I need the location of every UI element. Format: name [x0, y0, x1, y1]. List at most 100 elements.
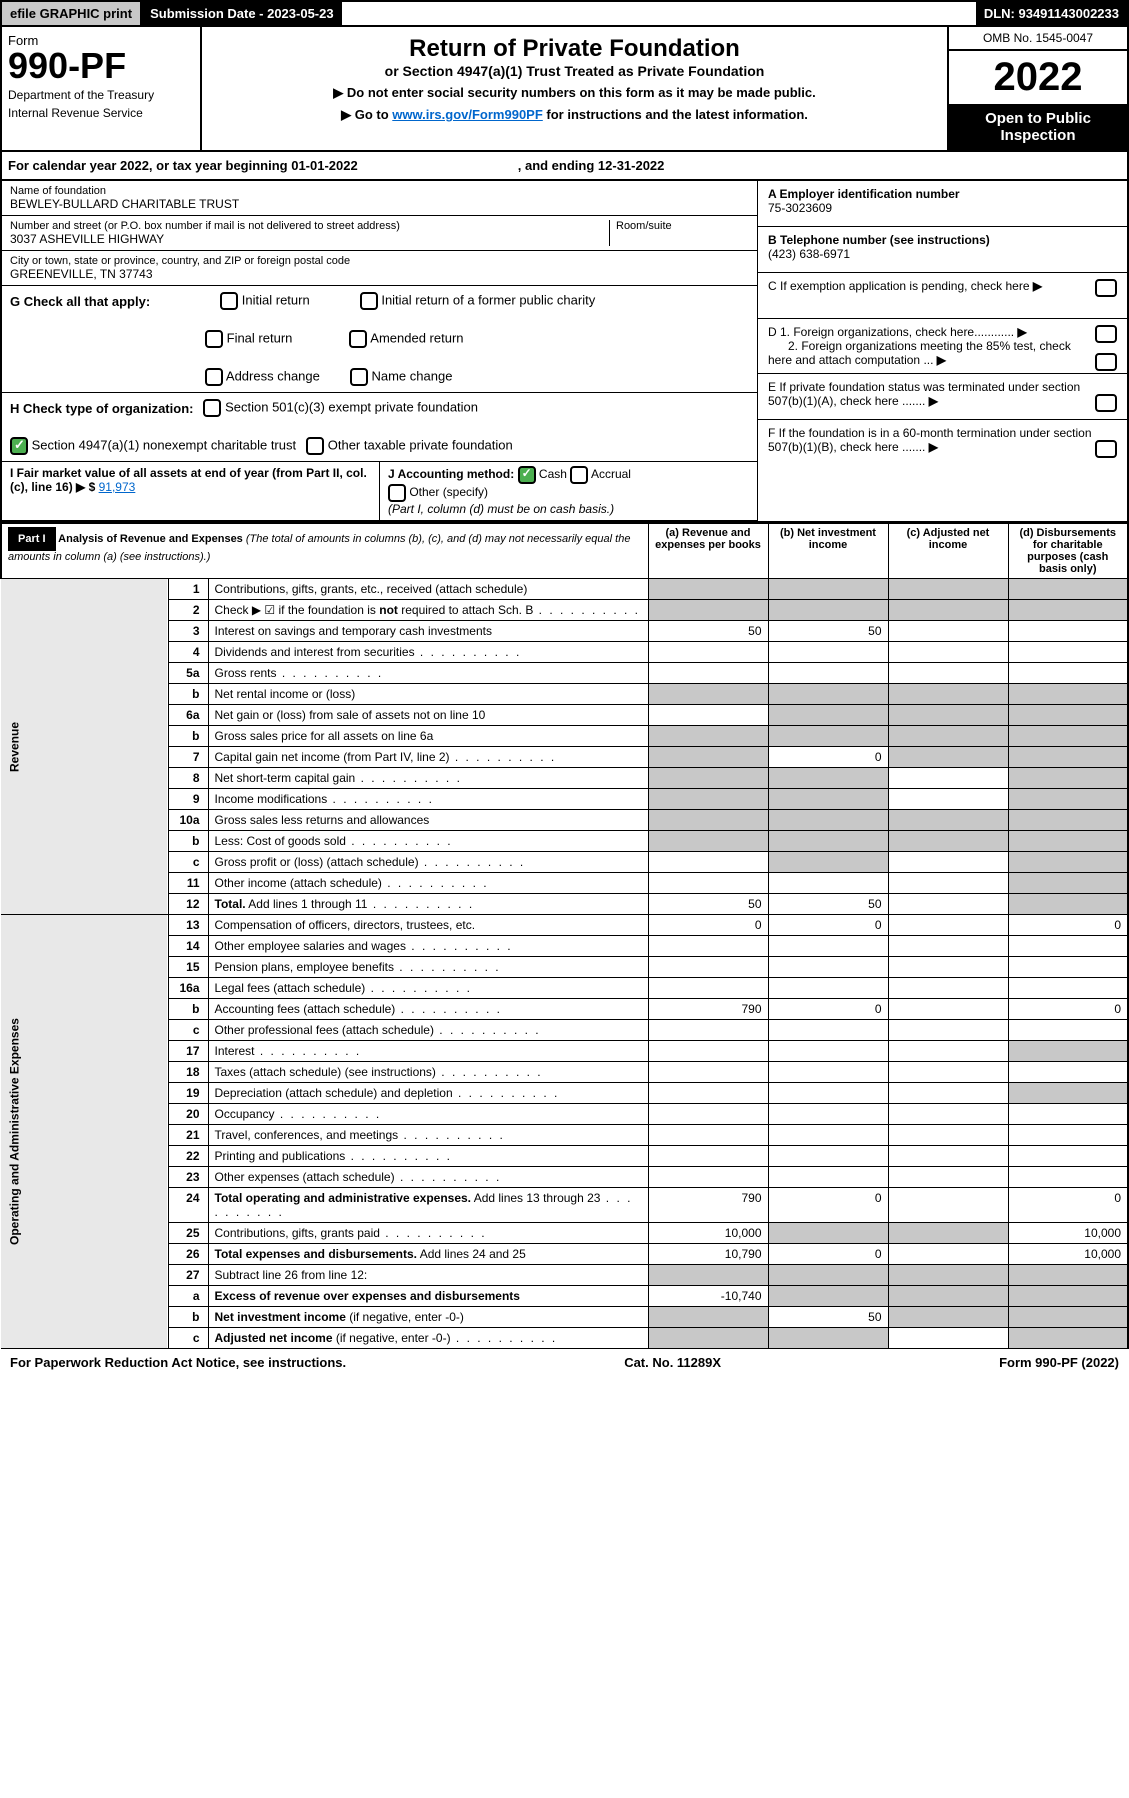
- row-num: 19: [168, 1083, 208, 1104]
- opt-final: Final return: [227, 330, 293, 345]
- row-num: 13: [168, 915, 208, 936]
- table-row: 5aGross rents: [1, 663, 1128, 684]
- table-row: 12Total. Add lines 1 through 115050: [1, 894, 1128, 915]
- chk-cash[interactable]: [518, 466, 536, 484]
- row-desc: Interest: [208, 1041, 648, 1062]
- cell-d: [1008, 747, 1128, 768]
- chk-other-taxable[interactable]: [306, 437, 324, 455]
- chk-foreign-org[interactable]: [1095, 325, 1117, 343]
- chk-terminated[interactable]: [1095, 394, 1117, 412]
- cell-c: [888, 1188, 1008, 1223]
- ein-value: 75-3023609: [768, 201, 1117, 215]
- efile-print-button[interactable]: efile GRAPHIC print: [2, 2, 142, 25]
- row-desc: Printing and publications: [208, 1146, 648, 1167]
- table-row: 3Interest on savings and temporary cash …: [1, 621, 1128, 642]
- cell-a: [648, 1146, 768, 1167]
- chk-60month[interactable]: [1095, 440, 1117, 458]
- name-label: Name of foundation: [10, 185, 749, 197]
- row-desc: Other employee salaries and wages: [208, 936, 648, 957]
- row-desc: Less: Cost of goods sold: [208, 831, 648, 852]
- table-row: 21Travel, conferences, and meetings: [1, 1125, 1128, 1146]
- cell-b: [768, 936, 888, 957]
- cell-c: [888, 831, 1008, 852]
- row-num: 5a: [168, 663, 208, 684]
- cell-b: [768, 600, 888, 621]
- row-num: b: [168, 684, 208, 705]
- col-c-header: (c) Adjusted net income: [888, 524, 1008, 579]
- cell-c: [888, 810, 1008, 831]
- j-label: J Accounting method:: [388, 467, 514, 481]
- cell-b: [768, 1167, 888, 1188]
- table-row: 19Depreciation (attach schedule) and dep…: [1, 1083, 1128, 1104]
- cell-a: 0: [648, 915, 768, 936]
- cell-a: [648, 789, 768, 810]
- cell-c: [888, 1244, 1008, 1265]
- chk-name-change[interactable]: [350, 368, 368, 386]
- chk-address-change[interactable]: [205, 368, 223, 386]
- table-row: 2Check ▶ ☑ if the foundation is not requ…: [1, 600, 1128, 621]
- table-row: bNet investment income (if negative, ent…: [1, 1307, 1128, 1328]
- cell-d: [1008, 663, 1128, 684]
- chk-85pct[interactable]: [1095, 353, 1117, 371]
- cell-c: [888, 852, 1008, 873]
- row-desc: Total expenses and disbursements. Add li…: [208, 1244, 648, 1265]
- cell-b: [768, 1223, 888, 1244]
- chk-other-method[interactable]: [388, 484, 406, 502]
- chk-exemption-pending[interactable]: [1095, 279, 1117, 297]
- cell-d: [1008, 1062, 1128, 1083]
- chk-501c3[interactable]: [203, 399, 221, 417]
- cell-a: [648, 768, 768, 789]
- cell-b: [768, 1041, 888, 1062]
- row-num: b: [168, 1307, 208, 1328]
- opt-501c3: Section 501(c)(3) exempt private foundat…: [225, 399, 478, 414]
- row-desc: Other expenses (attach schedule): [208, 1167, 648, 1188]
- chk-initial-former[interactable]: [360, 292, 378, 310]
- cell-b: 0: [768, 747, 888, 768]
- cell-a: [648, 1020, 768, 1041]
- row-desc: Taxes (attach schedule) (see instruction…: [208, 1062, 648, 1083]
- chk-amended[interactable]: [349, 330, 367, 348]
- chk-accrual[interactable]: [570, 466, 588, 484]
- cell-c: [888, 1307, 1008, 1328]
- phone-label: B Telephone number (see instructions): [768, 233, 1117, 247]
- cell-a: [648, 831, 768, 852]
- note-post: for instructions and the latest informat…: [543, 107, 808, 122]
- cell-d: [1008, 642, 1128, 663]
- table-row: 10aGross sales less returns and allowanc…: [1, 810, 1128, 831]
- cell-b: [768, 684, 888, 705]
- cell-a: [648, 579, 768, 600]
- cell-a: [648, 747, 768, 768]
- chk-4947[interactable]: [10, 437, 28, 455]
- cell-d: 10,000: [1008, 1223, 1128, 1244]
- irs-link[interactable]: www.irs.gov/Form990PF: [392, 107, 543, 122]
- row-desc: Net gain or (loss) from sale of assets n…: [208, 705, 648, 726]
- cell-b: 0: [768, 915, 888, 936]
- cell-c: [888, 621, 1008, 642]
- cell-d: 0: [1008, 999, 1128, 1020]
- opt-addr: Address change: [226, 368, 320, 383]
- opt-other-method: Other (specify): [409, 485, 488, 499]
- chk-final-return[interactable]: [205, 330, 223, 348]
- cell-d: [1008, 1286, 1128, 1307]
- row-num: 3: [168, 621, 208, 642]
- ein-label: A Employer identification number: [768, 187, 1117, 201]
- cell-b: [768, 1020, 888, 1041]
- city-label: City or town, state or province, country…: [10, 255, 749, 267]
- cell-d: 10,000: [1008, 1244, 1128, 1265]
- row-desc: Gross profit or (loss) (attach schedule): [208, 852, 648, 873]
- row-num: 24: [168, 1188, 208, 1223]
- cell-b: [768, 579, 888, 600]
- fmv-value[interactable]: 91,973: [99, 480, 136, 494]
- cell-d: [1008, 978, 1128, 999]
- cell-c: [888, 1328, 1008, 1349]
- chk-initial-return[interactable]: [220, 292, 238, 310]
- cell-a: [648, 1083, 768, 1104]
- cell-c: [888, 1223, 1008, 1244]
- cell-c: [888, 747, 1008, 768]
- table-row: Operating and Administrative Expenses13C…: [1, 915, 1128, 936]
- col-b-header: (b) Net investment income: [768, 524, 888, 579]
- cell-d: [1008, 789, 1128, 810]
- row-num: 23: [168, 1167, 208, 1188]
- cell-b: 0: [768, 1188, 888, 1223]
- row-desc: Occupancy: [208, 1104, 648, 1125]
